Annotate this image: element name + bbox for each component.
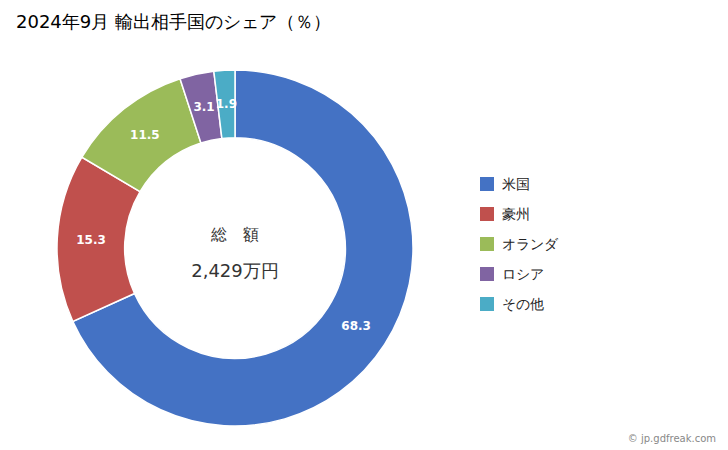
legend-swatch <box>480 237 494 251</box>
slice <box>82 79 201 192</box>
legend: 米国豪州オランダロシアその他 <box>480 176 559 312</box>
legend-swatch <box>480 177 494 191</box>
data-label: 68.3 <box>341 319 371 333</box>
data-label: 1.9 <box>216 97 237 111</box>
legend-swatch <box>480 267 494 281</box>
legend-swatch <box>480 207 494 221</box>
data-labels: 68.3 15.3 11.5 3.11.9 <box>76 97 371 333</box>
legend-label: その他 <box>502 296 544 312</box>
legend-label: 米国 <box>502 176 530 192</box>
legend-label: 豪州 <box>502 206 530 222</box>
data-label: 11.5 <box>130 128 160 142</box>
slices <box>57 70 413 426</box>
chart: 2024年9月 輸出相手国のシェア（％） 68.3 15.3 11.5 3.11.9 総 … <box>0 0 728 450</box>
chart-container: 2024年9月 輸出相手国のシェア（％） 68.3 15.3 11.5 3.11.9 総 … <box>0 0 728 450</box>
legend-swatch <box>480 297 494 311</box>
title: 2024年9月 輸出相手国のシェア（％） <box>16 11 331 32</box>
watermark: © jp.gdfreak.com <box>628 433 716 444</box>
data-label: 3.1 <box>193 100 214 114</box>
data-label: 15.3 <box>76 233 106 247</box>
legend-label: ロシア <box>502 266 544 282</box>
center-label: 総 額 <box>210 225 259 244</box>
legend-label: オランダ <box>502 236 559 252</box>
center-label: 2,429万円 <box>191 260 279 281</box>
